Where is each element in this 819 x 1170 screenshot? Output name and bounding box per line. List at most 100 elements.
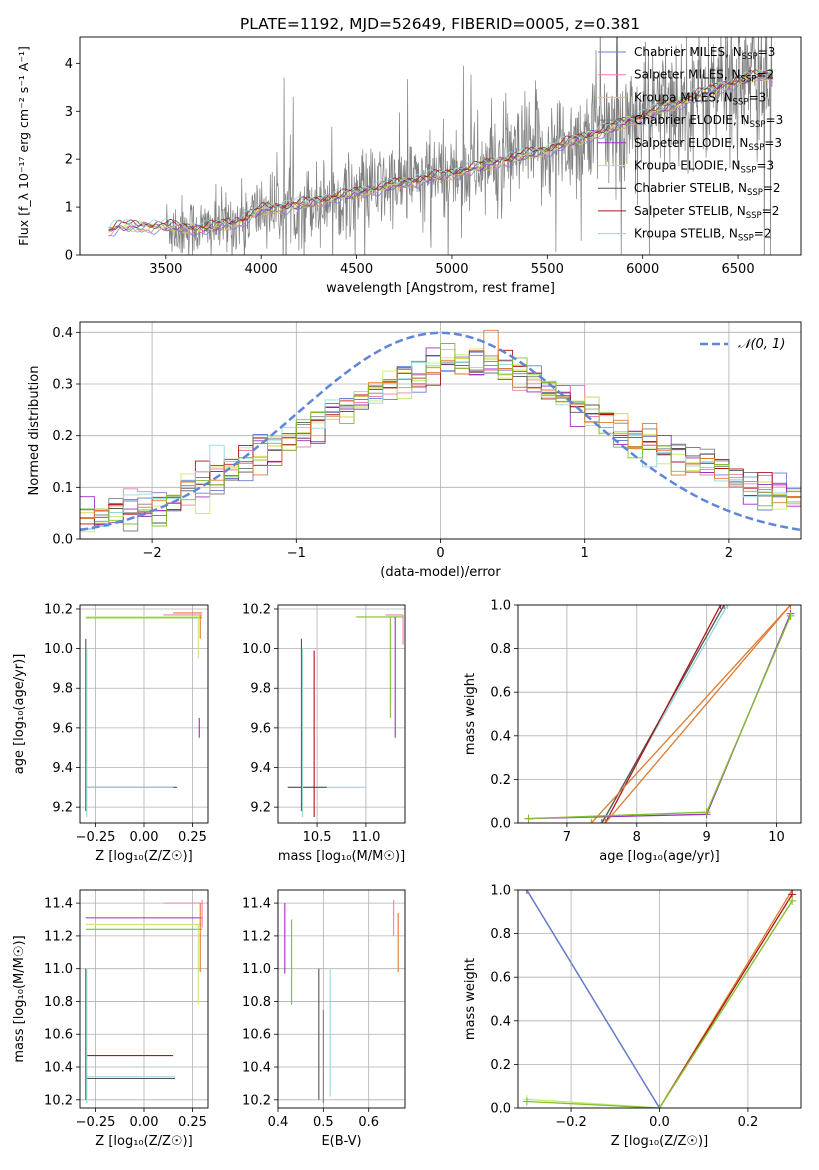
y-tick-label: 11.0	[242, 962, 271, 977]
y-tick-label: 1.0	[490, 884, 511, 899]
x-tick-label: 3500	[149, 262, 182, 277]
y-tick-label: 10.4	[242, 1061, 271, 1076]
gridlines	[278, 605, 405, 823]
figure-title: PLATE=1192, MJD=52649, FIBERID=0005, z=0…	[240, 15, 640, 33]
plot-area	[287, 614, 404, 818]
histogram-2	[80, 360, 801, 519]
weight-marker	[522, 1097, 531, 1106]
x-tick-label: 8	[633, 830, 641, 845]
x-tick-label: 0.2	[738, 1115, 759, 1130]
y-tick-label: 11.2	[44, 929, 73, 944]
legend-entry: Kroupa ELODIE, NSSP=3	[634, 159, 774, 176]
y-tick-label: 0.1	[52, 481, 73, 496]
plot-area	[108, 37, 773, 255]
legend-entry: Kroupa STELIB, NSSP=2	[634, 227, 772, 244]
y-tick-label: 9.2	[52, 801, 73, 816]
x-tick-label: 0.0	[649, 1115, 670, 1130]
plot-area	[85, 899, 203, 1104]
x-axis-label: wavelength [Angstrom, rest frame]	[326, 281, 555, 296]
x-tick-label: 5000	[435, 262, 468, 277]
plot-mass_vs_EBV: 0.4 0.5 0.6 10.2 10.4 10.6 10.8 11.0 11.2 11.4 E(B…	[242, 889, 406, 1149]
legend-entry: Chabrier STELIB, NSSP=2	[634, 181, 781, 198]
plot-mass_vs_Z: −0.25 0.00 0.25 10.2 10.4 10.6 10.8 11.0 11.2 11.…	[12, 889, 209, 1149]
x-tick-label: 7	[563, 830, 571, 845]
y-tick-label: 0.6	[490, 686, 511, 701]
gridlines	[277, 890, 405, 1108]
x-tick-label: 10.5	[303, 830, 332, 845]
plot-residuals: −2 −1 0 1 2 0.0 0.1 0.2 0.3 0.4 (data-model)/error…	[27, 321, 802, 580]
x-axis-label: Z [log₁₀(Z/Z☉)]	[611, 1134, 708, 1149]
plot-area	[80, 329, 801, 533]
y-tick-label: 9.4	[250, 761, 271, 776]
weight-marker	[786, 605, 795, 609]
y-tick-label: 9.4	[52, 761, 73, 776]
x-tick-label: 1	[581, 546, 589, 561]
y-tick-label: 10.8	[44, 995, 73, 1010]
plot-area	[284, 899, 399, 1104]
ticks: 10.5 11.0 9.2 9.4 9.6 9.8 10.0 10.2	[242, 602, 380, 845]
weight-marker	[720, 605, 729, 609]
y-tick-label: 10.4	[44, 1061, 73, 1076]
y-tick-label: 0.0	[490, 817, 511, 832]
x-axis-label: Z [log₁₀(Z/Z☉)]	[95, 1134, 192, 1149]
weight-line-6	[528, 615, 792, 820]
legend-entry: Chabrier ELODIE, NSSP=3	[634, 113, 783, 130]
x-tick-label: 6500	[722, 262, 755, 277]
y-tick-label: 9.2	[250, 801, 271, 816]
plot-area	[522, 890, 797, 1108]
x-axis-label: age [log₁₀(age/yr)]	[599, 849, 720, 864]
legend-entry: Salpeter STELIB, NSSP=2	[634, 204, 779, 221]
x-axis-label: E(B-V)	[321, 1134, 361, 1149]
x-tick-label: −2	[143, 546, 162, 561]
legend-entry: Salpeter ELODIE, NSSP=3	[634, 136, 782, 153]
y-tick-label: 9.6	[250, 721, 271, 736]
x-tick-label: 0	[436, 546, 444, 561]
ticks: 3500 4000 4500 5000 5500 6000 6500 0 1 2 3 4	[65, 57, 755, 277]
plot-mass_weight_vs_Z: −0.2 0.0 0.2 0.0 0.2 0.4 0.6 0.8 1.0 Z [log₁₀(Z/Z…	[463, 884, 802, 1149]
x-tick-label: 0.4	[268, 1115, 289, 1130]
y-tick-label: 10.6	[242, 1028, 271, 1043]
model-spectrum-5	[108, 70, 773, 232]
ticks: −2 −1 0 1 2 0.0 0.1 0.2 0.3 0.4	[52, 326, 733, 561]
y-tick-label: 9.8	[52, 682, 73, 697]
histogram-7	[80, 354, 801, 530]
histogram-11	[80, 343, 801, 527]
legend-entry-normal: 𝒩(0, 1)	[738, 337, 785, 352]
y-tick-label: 0.4	[52, 326, 73, 341]
weight-line-7	[528, 613, 792, 820]
x-tick-label: 9	[703, 830, 711, 845]
y-tick-label: 11.4	[242, 897, 271, 912]
legend-entry: Chabrier MILES, NSSP=3	[634, 45, 775, 62]
ticks: −0.2 0.0 0.2 0.0 0.2 0.4 0.6 0.8 1.0	[490, 884, 758, 1131]
y-tick-label: 0.3	[52, 378, 73, 393]
y-tick-label: 0.8	[490, 927, 511, 942]
x-tick-label: 4500	[340, 262, 373, 277]
y-axis-label: mass weight	[463, 673, 478, 755]
x-tick-label: 6000	[626, 262, 659, 277]
weight-marker	[786, 611, 795, 620]
x-tick-label: 11.0	[351, 830, 380, 845]
y-tick-label: 10.2	[44, 1093, 73, 1108]
weight-line-7	[526, 900, 793, 1108]
weight-marker	[723, 605, 732, 609]
ticks: −0.25 0.00 0.25 9.2 9.4 9.6 9.8 10.0 10.2	[44, 602, 207, 845]
weight-marker	[524, 814, 533, 823]
y-tick-label: 10.2	[44, 602, 73, 617]
weight-line-3	[526, 890, 661, 1108]
y-tick-label: 0.8	[490, 642, 511, 657]
plot-spectrum: 3500 4000 4500 5000 5500 6000 6500 0 1 2 3 4 wavelen…	[16, 36, 802, 296]
y-tick-label: 10.6	[44, 1028, 73, 1043]
x-tick-label: 0.25	[178, 830, 207, 845]
x-axis-label: mass [log₁₀(M/M☉)]	[278, 849, 405, 864]
weight-marker	[597, 819, 606, 823]
y-tick-label: 3	[65, 105, 73, 120]
y-tick-label: 0.6	[490, 971, 511, 986]
y-tick-label: 1	[65, 201, 73, 216]
x-tick-label: 5500	[531, 262, 564, 277]
y-tick-label: 11.0	[44, 962, 73, 977]
axes-frame	[79, 36, 802, 256]
y-tick-label: 10.8	[242, 995, 271, 1010]
y-tick-label: 10.2	[242, 1093, 271, 1108]
x-tick-label: 4000	[245, 262, 278, 277]
x-axis-label: Z [log₁₀(Z/Z☉)]	[95, 849, 192, 864]
